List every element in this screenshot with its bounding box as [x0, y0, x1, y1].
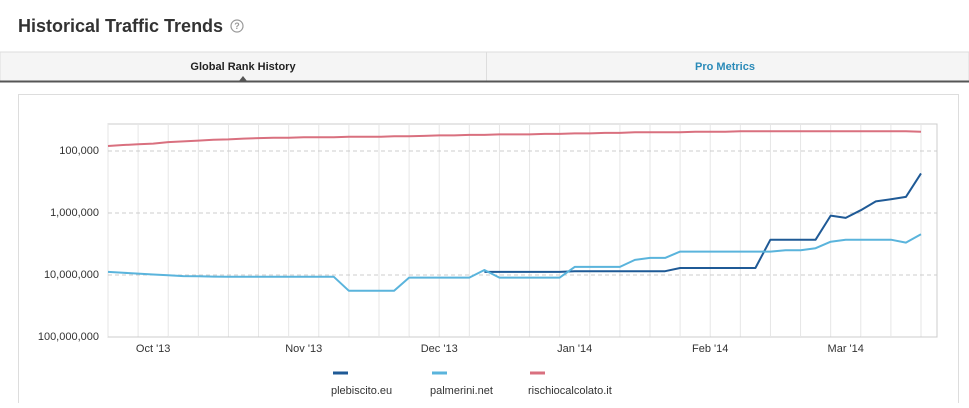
legend-label: rischiocalcolato.it	[528, 385, 612, 397]
x-tick-label: Oct '13	[136, 343, 171, 355]
tab-label[interactable]: Pro Metrics	[695, 61, 755, 73]
series-line	[107, 130, 922, 147]
series-line	[484, 172, 922, 273]
legend-label: palmerini.net	[430, 385, 493, 397]
x-tick-label: Jan '14	[557, 343, 592, 355]
x-tick-label: Nov '13	[285, 343, 322, 355]
widget-title: Historical Traffic Trends	[18, 16, 223, 36]
active-tab-indicator	[239, 76, 247, 81]
plot-area	[107, 123, 938, 338]
help-icon-glyph: ?	[234, 21, 240, 31]
x-tick-label: Dec '13	[421, 343, 458, 355]
x-tick-label: Mar '14	[828, 343, 864, 355]
y-tick-label: 1,000,000	[50, 207, 99, 219]
y-tick-label: 100,000,000	[38, 331, 99, 343]
help-icon[interactable]	[230, 19, 244, 33]
series-line	[107, 233, 922, 292]
legend-label: plebiscito.eu	[331, 385, 392, 397]
tab-label[interactable]: Global Rank History	[190, 61, 296, 73]
tab-bar	[0, 51, 969, 82]
plot: 100,000 1,000,000 10,000,000 100,000,000 Oct…	[38, 123, 938, 397]
y-tick-label: 100,000	[59, 145, 99, 157]
x-tick-label: Feb '14	[692, 343, 728, 355]
y-tick-label: 10,000,000	[44, 269, 99, 281]
